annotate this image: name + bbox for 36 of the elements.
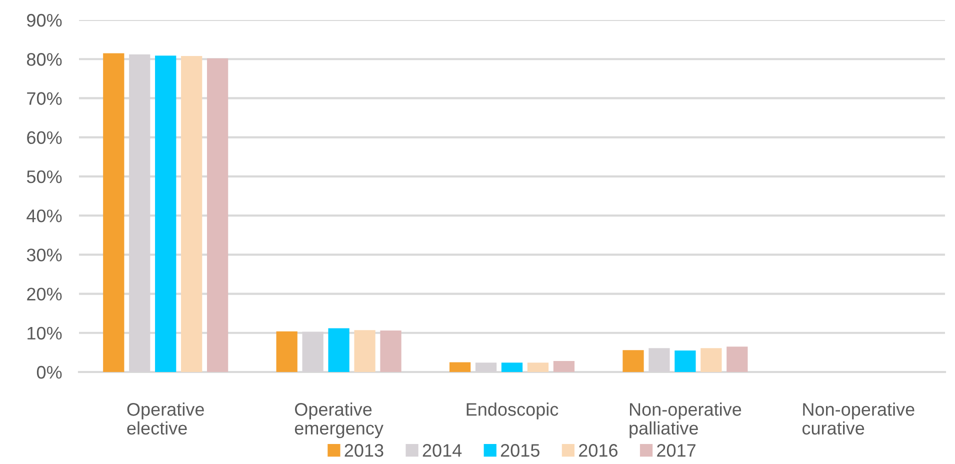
x-tick-label: Non-operative palliative <box>630 402 742 438</box>
y-tick-label: 10% <box>28 326 62 340</box>
bar <box>449 362 471 372</box>
y-tick-label: 30% <box>26 248 62 262</box>
bar <box>276 331 298 372</box>
bar <box>328 328 350 372</box>
bar <box>103 53 124 372</box>
bar <box>354 330 376 372</box>
y-tick-label: 80% <box>26 53 62 66</box>
y-tick-label: 0% <box>36 366 62 379</box>
x-tick-label: Endoscopic <box>466 402 558 420</box>
x-tick-label: Operative elective <box>127 402 204 435</box>
bar <box>622 350 644 372</box>
bar <box>155 56 176 372</box>
legend-label: 2017 <box>657 444 696 457</box>
y-tick-label: 40% <box>26 209 62 222</box>
y-tick-label: 70% <box>27 92 62 105</box>
bar <box>700 348 722 372</box>
bar <box>674 350 696 372</box>
legend-label: 2013 <box>344 444 384 457</box>
legend-label: 2015 <box>500 444 540 457</box>
y-tick-label: 90% <box>27 14 62 27</box>
bar <box>206 58 228 372</box>
x-tick-label: Non-operative curative <box>802 402 914 435</box>
legend-label: 2016 <box>579 444 618 457</box>
x-tick-label: Operative emergency <box>294 402 384 438</box>
bar <box>726 346 748 372</box>
y-tick-label: 60% <box>27 131 62 144</box>
bar <box>553 361 575 372</box>
legend-label: 2014 <box>422 444 462 457</box>
bar <box>380 330 402 372</box>
bar <box>501 362 523 372</box>
y-tick-label: 50% <box>26 170 62 184</box>
y-tick-label: 20% <box>27 288 62 300</box>
bar <box>181 56 202 372</box>
bar <box>527 362 549 372</box>
